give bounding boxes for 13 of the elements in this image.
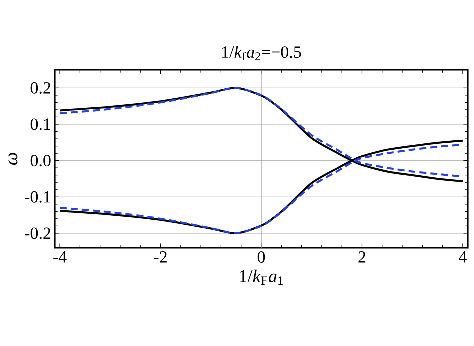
x-tick-label: 0 xyxy=(258,252,266,264)
x-tick-label: 4 xyxy=(459,252,467,263)
x-tick-label: -2 xyxy=(154,252,167,263)
x-tick-label: -4 xyxy=(54,252,67,263)
y-tick-label: 0.2 xyxy=(30,82,51,94)
y-tick-label: 0.1 xyxy=(30,118,50,130)
y-tick-label: 0.0 xyxy=(30,155,51,167)
y-tick-label: -0.1 xyxy=(25,191,50,203)
y-axis-title: ω xyxy=(8,153,18,166)
x-axis-title: 1/k$_{F}$a$_{1}$ xyxy=(240,270,284,285)
x-tick-label: 2 xyxy=(358,252,366,263)
chart-title: 1/k$_{f}$a$_{2}$=−0.5 xyxy=(222,46,302,60)
y-tick-label: -0.2 xyxy=(25,228,51,240)
